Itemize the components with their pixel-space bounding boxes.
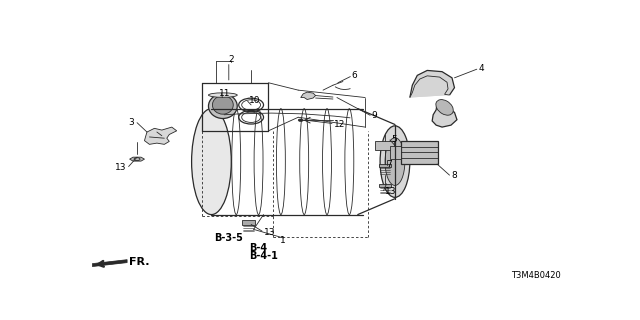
Text: 13: 13: [385, 187, 397, 196]
Polygon shape: [410, 76, 449, 98]
Text: 7: 7: [387, 160, 392, 169]
Polygon shape: [432, 104, 457, 127]
Text: 6: 6: [352, 71, 358, 80]
Polygon shape: [379, 164, 392, 167]
Text: B-3-5: B-3-5: [214, 233, 243, 243]
Ellipse shape: [212, 96, 233, 114]
Ellipse shape: [191, 108, 231, 215]
Text: 4: 4: [478, 64, 484, 73]
Text: T3M4B0420: T3M4B0420: [511, 271, 561, 280]
Ellipse shape: [298, 119, 303, 121]
Ellipse shape: [209, 94, 237, 118]
Text: 13: 13: [264, 228, 275, 237]
Polygon shape: [145, 127, 177, 144]
Ellipse shape: [380, 126, 410, 197]
FancyBboxPatch shape: [375, 141, 394, 150]
Text: 5: 5: [392, 135, 397, 144]
Polygon shape: [379, 184, 392, 187]
Ellipse shape: [436, 100, 453, 115]
Text: 2: 2: [228, 55, 234, 64]
Text: 3: 3: [128, 118, 134, 127]
FancyBboxPatch shape: [401, 141, 438, 164]
Text: 8: 8: [451, 172, 457, 180]
Ellipse shape: [385, 138, 405, 185]
Text: 1: 1: [280, 236, 285, 245]
Text: 9: 9: [372, 111, 378, 120]
Ellipse shape: [209, 93, 237, 97]
FancyBboxPatch shape: [390, 146, 401, 159]
Text: 11: 11: [219, 89, 230, 98]
Text: B-4-1: B-4-1: [249, 251, 278, 261]
Text: B-4: B-4: [249, 243, 267, 253]
Text: 13: 13: [115, 163, 126, 172]
FancyBboxPatch shape: [242, 220, 255, 225]
Text: 12: 12: [334, 120, 346, 129]
Text: 10: 10: [249, 96, 260, 105]
Polygon shape: [129, 157, 145, 161]
Polygon shape: [301, 92, 316, 100]
Polygon shape: [92, 260, 127, 267]
Text: FR.: FR.: [129, 257, 149, 267]
Polygon shape: [410, 70, 454, 98]
